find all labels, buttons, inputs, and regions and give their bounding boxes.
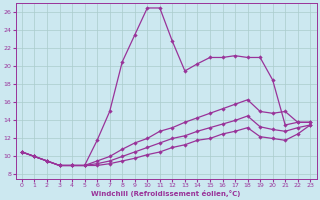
X-axis label: Windchill (Refroidissement éolien,°C): Windchill (Refroidissement éolien,°C) (92, 190, 241, 197)
